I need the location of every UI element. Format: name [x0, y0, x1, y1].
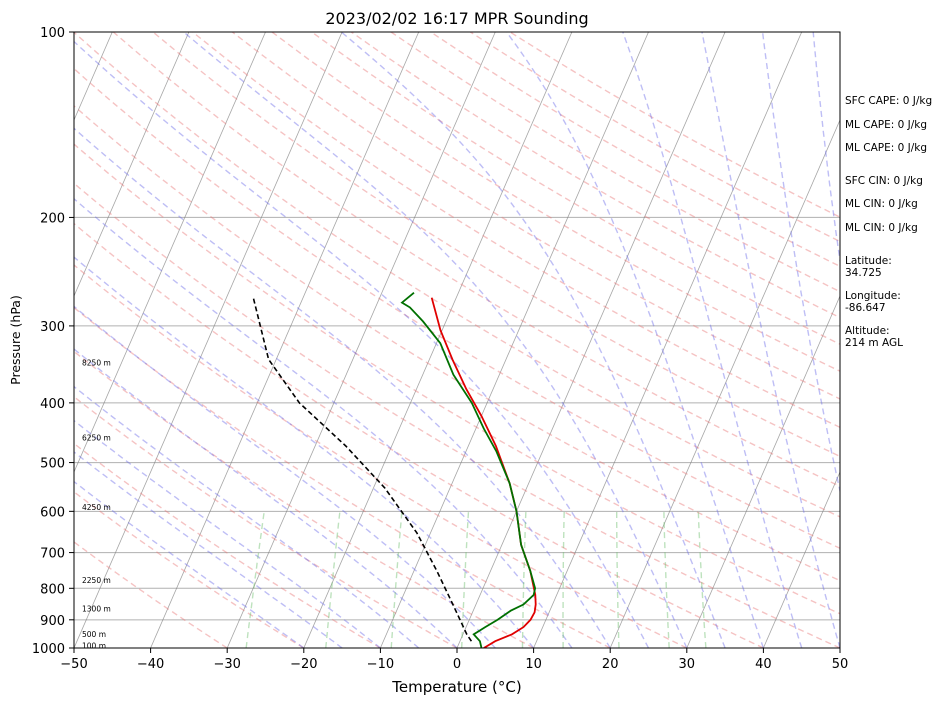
moist-adiabat — [74, 451, 343, 648]
y-tick-label: 600 — [40, 505, 65, 520]
moist-adiabat — [622, 32, 803, 648]
y-tick-label: 1000 — [32, 642, 65, 657]
plot-frame — [73, 31, 841, 649]
moist-adiabat — [701, 32, 840, 648]
dry-adiabat — [311, 32, 840, 345]
y-axis-label: Pressure (hPa) — [8, 295, 23, 385]
y-tick-label: 800 — [40, 582, 65, 597]
dry-adiabat — [271, 32, 840, 372]
axes: 8250 m 6250 m 4250 m 2250 m 1300 m 500 m 100 m… — [32, 26, 848, 672]
y-tick-label: 200 — [40, 211, 65, 226]
longitude-label: Longitude: -86.647 — [845, 290, 901, 314]
chart-title: 2023/02/02 16:17 MPR Sounding — [325, 9, 588, 28]
sfc-cape-label: SFC CAPE: 0 J/kg — [845, 95, 933, 107]
x-tick-label: 20 — [602, 657, 619, 672]
mixing-ratio-line — [616, 511, 620, 648]
ml-cin-label-2: ML CIN: 0 J/kg — [845, 222, 918, 234]
height-label: 1300 m — [82, 605, 111, 614]
dry-adiabat — [74, 350, 534, 648]
moist-adiabat — [74, 385, 420, 648]
y-tick-label: 500 — [40, 457, 65, 472]
data-lines — [252, 292, 537, 648]
moist-adiabat — [74, 419, 381, 648]
ml-cin-label: ML CIN: 0 J/kg — [845, 198, 918, 210]
ml-cape-label: ML CAPE: 0 J/kg — [845, 119, 928, 131]
moist-adiabat — [340, 32, 726, 648]
isotherm-line — [74, 32, 343, 648]
mixing-ratio-line — [697, 511, 707, 648]
background-lines — [74, 32, 840, 648]
height-label: 100 m — [82, 642, 106, 651]
y-tick-label: 400 — [40, 397, 65, 412]
isotherm-line — [686, 294, 840, 648]
dry-adiabat — [74, 442, 381, 648]
height-label: 4250 m — [82, 503, 111, 512]
x-tick-label: −10 — [367, 657, 394, 672]
dry-adiabat — [192, 32, 840, 429]
dry-adiabat — [152, 32, 840, 458]
y-tick-label: 900 — [40, 614, 65, 629]
isotherm-line — [150, 32, 420, 648]
isotherm-line — [533, 32, 803, 648]
y-tick-label: 100 — [40, 26, 65, 41]
dry-adiabat — [74, 541, 228, 648]
isotherm-line — [74, 32, 190, 298]
dry-adiabat — [74, 491, 305, 648]
altitude-label: Altitude: 214 m AGL — [845, 325, 903, 349]
moist-adiabat — [74, 480, 305, 648]
x-tick-label: −30 — [213, 657, 240, 672]
x-tick-label: 0 — [453, 657, 461, 672]
height-label: 500 m — [82, 630, 106, 639]
moist-adiabat — [74, 127, 611, 648]
y-tick-label: 300 — [40, 320, 65, 335]
sfc-cin-label: SFC CIN: 0 J/kg — [845, 175, 923, 187]
ml-cape-label-2: ML CAPE: 0 J/kg — [845, 142, 928, 154]
parcel-profile-line — [252, 297, 473, 642]
x-axis-label: Temperature (°C) — [391, 678, 521, 696]
height-label: 8250 m — [82, 358, 111, 367]
x-tick-label: −50 — [60, 657, 87, 672]
moist-adiabat — [74, 348, 458, 648]
temperature-profile-line — [430, 297, 537, 648]
x-tick-label: 30 — [679, 657, 696, 672]
x-tick-label: −40 — [137, 657, 164, 672]
y-tick-label: 700 — [40, 547, 65, 562]
height-label: 6250 m — [82, 434, 111, 443]
mixing-ratio-line — [325, 511, 341, 648]
moist-adiabat — [74, 40, 650, 648]
latitude-label: Latitude: 34.725 — [845, 255, 892, 279]
dry-adiabat — [74, 32, 840, 518]
dry-adiabat — [74, 264, 688, 648]
moist-adiabat — [505, 32, 765, 648]
x-tick-label: 10 — [525, 657, 542, 672]
dry-adiabat — [74, 395, 458, 648]
isotherm-line — [226, 32, 496, 648]
height-label: 2250 m — [82, 576, 111, 585]
mixing-ratio-line — [245, 511, 265, 648]
moist-adiabat — [761, 32, 840, 494]
moist-adiabat — [74, 256, 535, 648]
isotherm-line — [74, 32, 266, 474]
dry-adiabat — [74, 306, 611, 648]
moist-adiabat — [183, 32, 688, 648]
x-tick-label: 40 — [755, 657, 772, 672]
dry-adiabat — [74, 143, 840, 615]
mixing-ratio-line — [390, 511, 403, 648]
isotherm-line — [380, 32, 649, 648]
x-tick-label: 50 — [832, 657, 849, 672]
x-tick-label: −20 — [290, 657, 317, 672]
dry-adiabat — [74, 67, 840, 550]
dry-adiabat — [74, 105, 840, 582]
isotherm-line — [456, 32, 726, 648]
moist-adiabat — [74, 197, 573, 648]
isotherm-line — [609, 118, 840, 648]
dry-adiabat — [74, 182, 840, 648]
isotherm-line — [763, 470, 840, 648]
dewpoint-profile-line — [400, 292, 537, 648]
